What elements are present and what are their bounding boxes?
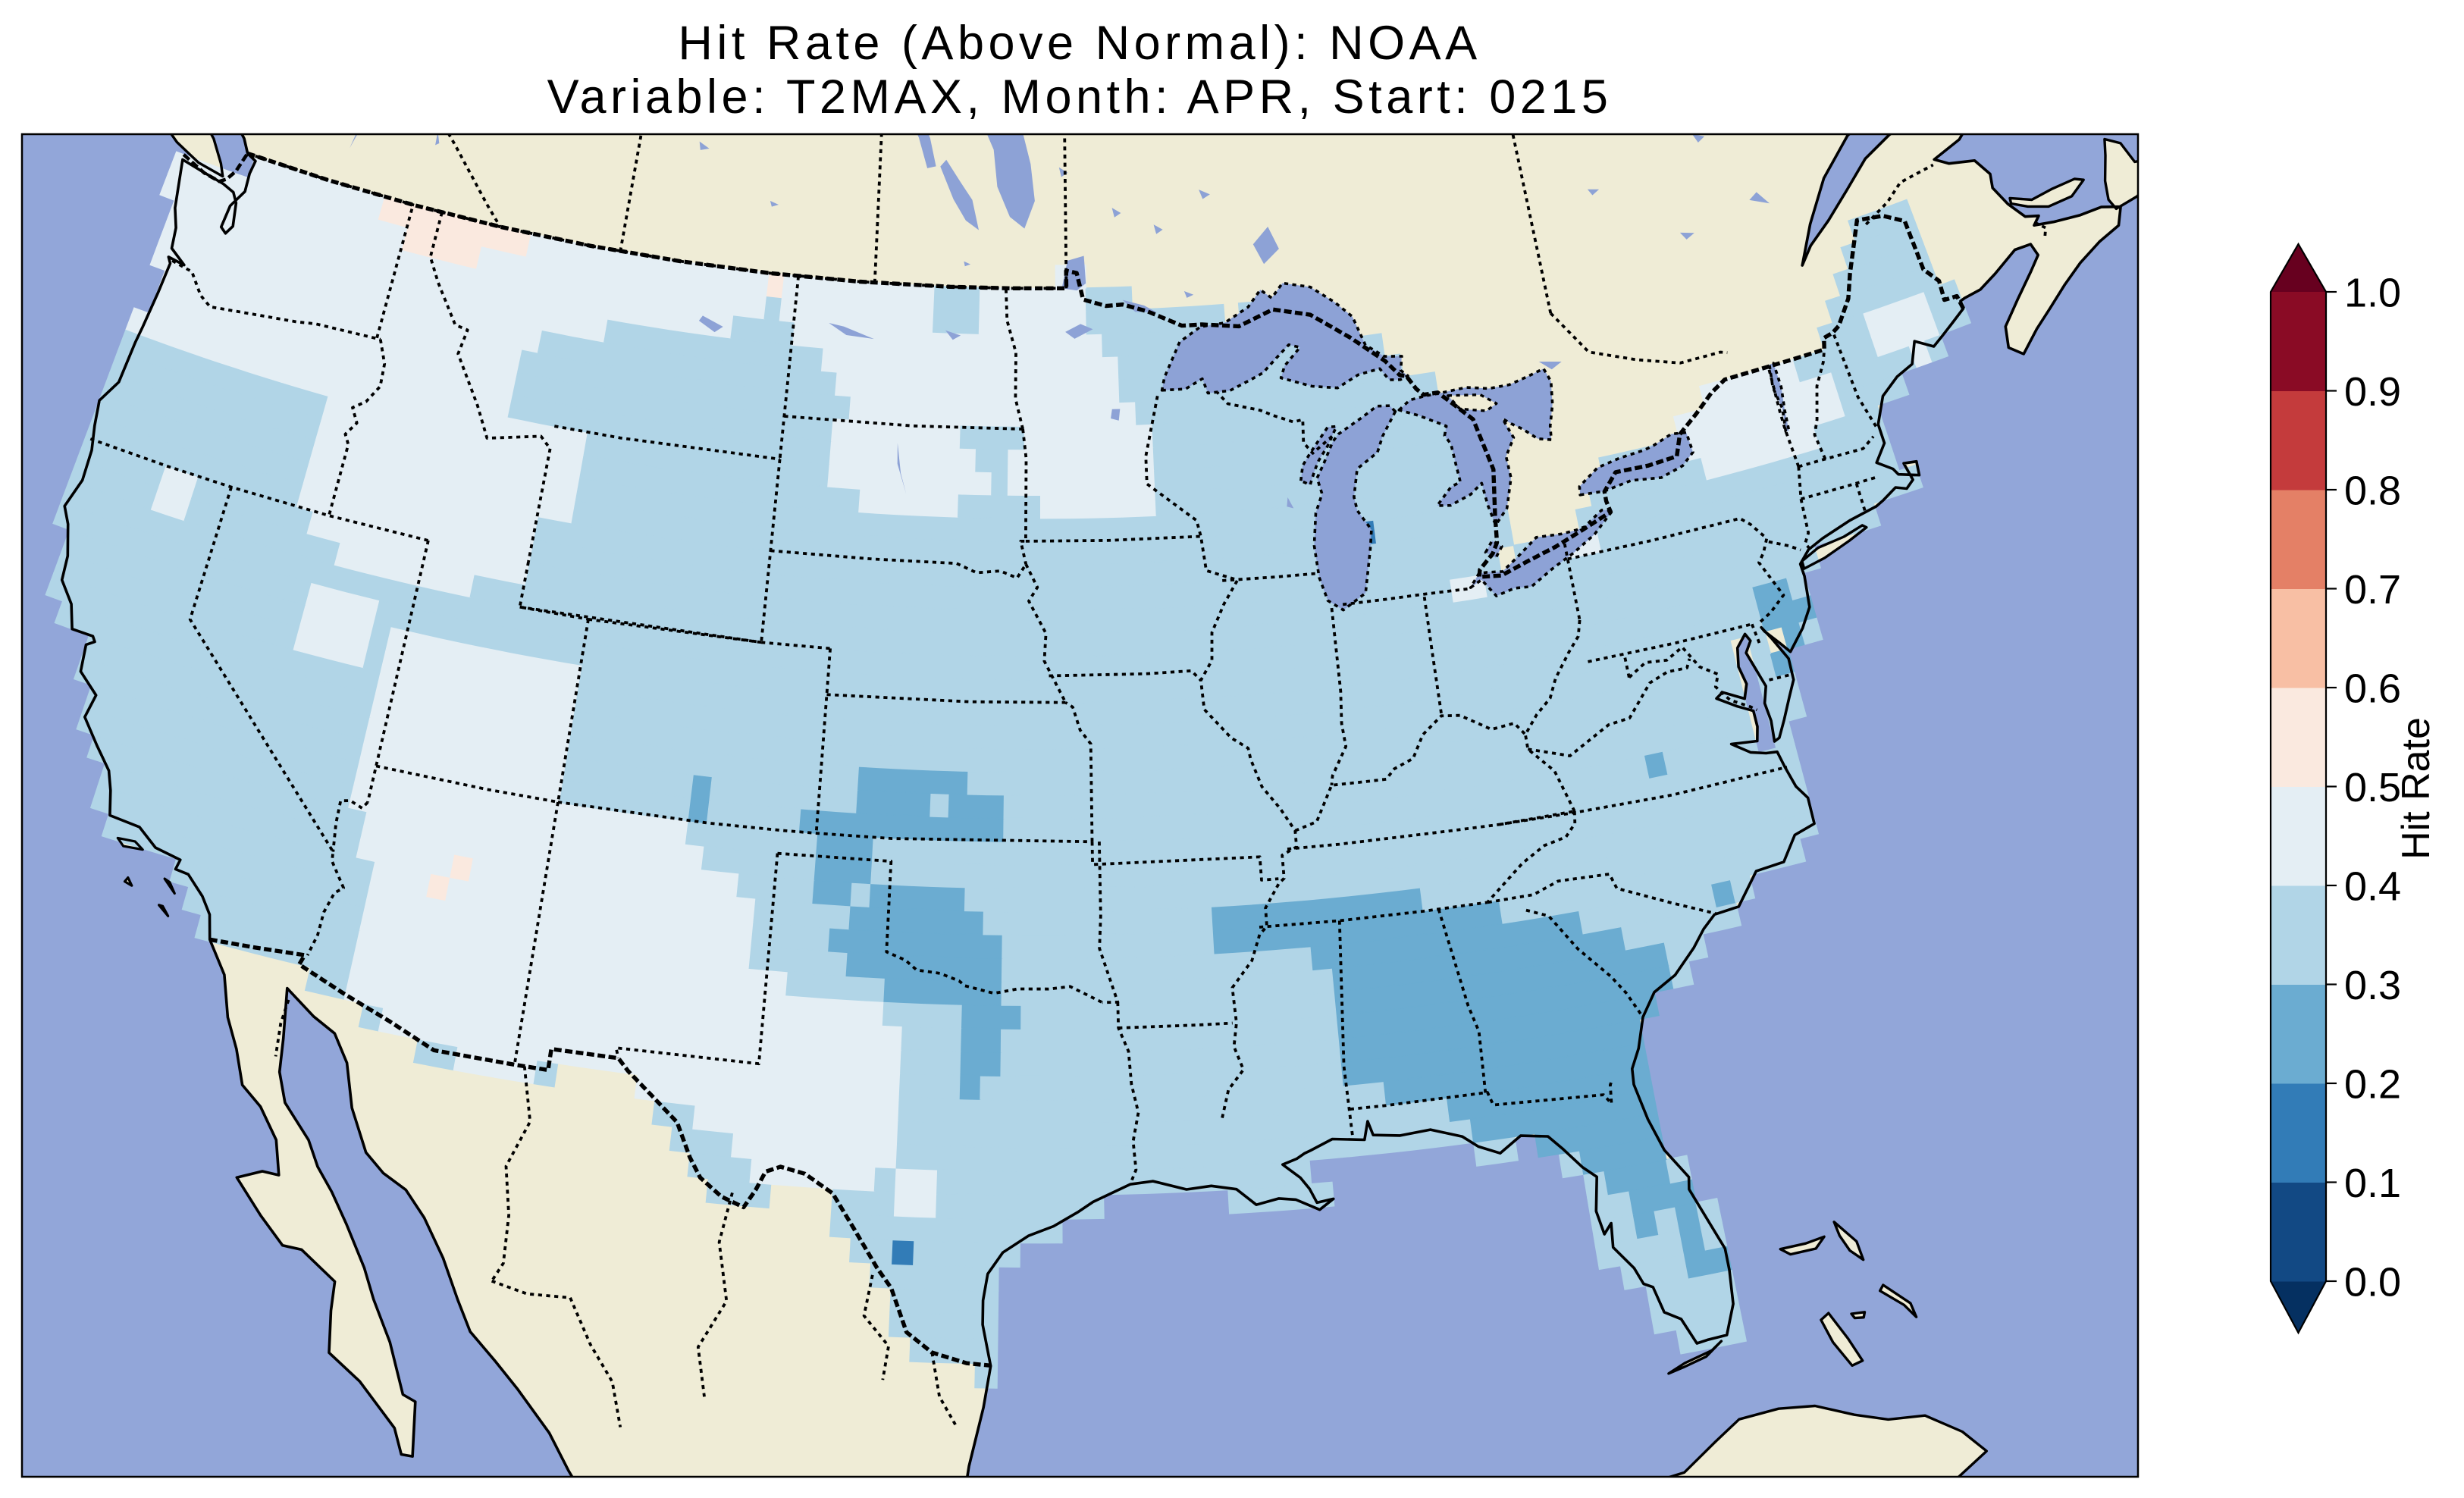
svg-text:Hit Rate (Above Normal): NOAA: Hit Rate (Above Normal): NOAA bbox=[678, 17, 1481, 70]
svg-text:0.9: 0.9 bbox=[2344, 369, 2401, 415]
svg-text:0.4: 0.4 bbox=[2344, 863, 2401, 909]
svg-text:0.6: 0.6 bbox=[2344, 666, 2401, 711]
svg-text:0.2: 0.2 bbox=[2344, 1061, 2401, 1107]
svg-text:0.5: 0.5 bbox=[2344, 765, 2401, 810]
svg-text:0.1: 0.1 bbox=[2344, 1161, 2401, 1206]
svg-text:0.0: 0.0 bbox=[2344, 1259, 2401, 1305]
svg-text:1.0: 1.0 bbox=[2344, 270, 2401, 315]
svg-text:Hit Rate: Hit Rate bbox=[2394, 717, 2438, 860]
svg-text:Variable: T2MAX, Month: APR, S: Variable: T2MAX, Month: APR, Start: 0215 bbox=[547, 71, 1613, 124]
svg-text:0.7: 0.7 bbox=[2344, 567, 2401, 613]
svg-text:0.3: 0.3 bbox=[2344, 963, 2401, 1008]
svg-text:0.8: 0.8 bbox=[2344, 468, 2401, 513]
